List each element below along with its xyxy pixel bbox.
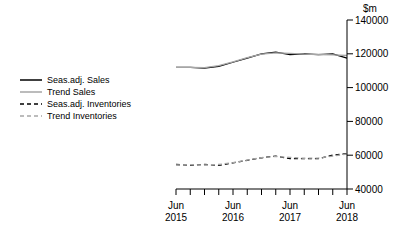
svg-text:Jun2018: Jun2018 [336, 200, 359, 223]
html-text:Seas.adj. Inventories: Seas.adj. Inventories [47, 99, 132, 109]
svg-text:Jun2015: Jun2015 [165, 200, 188, 223]
svg-text:$m: $m [363, 3, 377, 14]
svg-text:80000: 80000 [355, 116, 383, 127]
svg-text:40000: 40000 [355, 184, 383, 195]
svg-text:60000: 60000 [355, 150, 383, 161]
html-text:Trend Inventories: Trend Inventories [47, 111, 117, 121]
svg-text:Jun2016: Jun2016 [222, 200, 245, 223]
html-text:Trend Sales: Trend Sales [47, 87, 96, 97]
html-text:Seas.adj. Sales: Seas.adj. Sales [47, 75, 110, 85]
svg-text:140000: 140000 [355, 15, 389, 26]
svg-text:Jun2017: Jun2017 [279, 200, 302, 223]
svg-text:100000: 100000 [355, 82, 389, 93]
svg-text:120000: 120000 [355, 48, 389, 59]
